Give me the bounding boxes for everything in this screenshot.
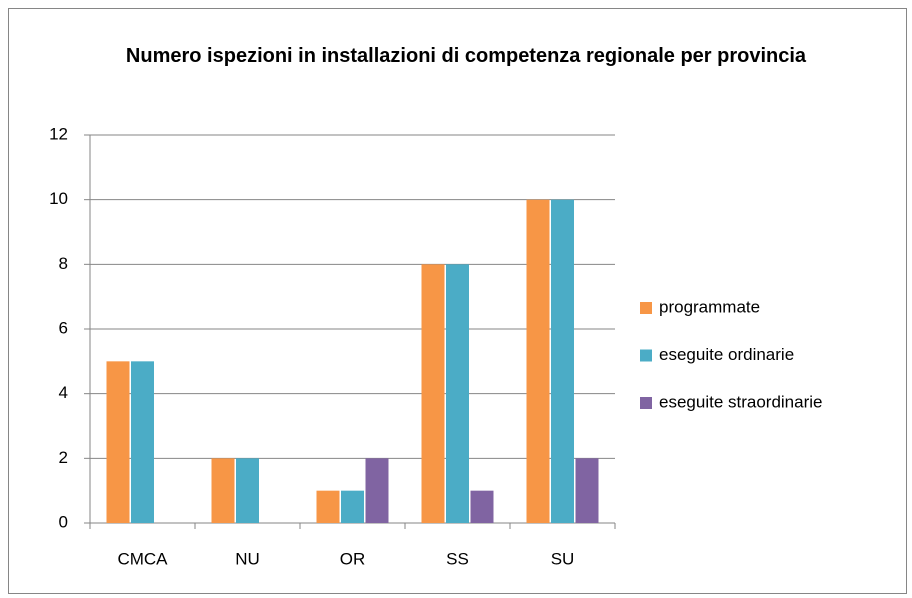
bar bbox=[365, 458, 389, 523]
bar bbox=[575, 458, 599, 523]
y-tick-label: 2 bbox=[59, 448, 68, 467]
bar bbox=[316, 490, 340, 523]
y-tick-label: 4 bbox=[59, 383, 68, 402]
x-tick-label: SS bbox=[446, 549, 469, 568]
bar bbox=[526, 199, 550, 523]
y-tick-label: 8 bbox=[59, 254, 68, 273]
y-tick-label: 10 bbox=[49, 189, 68, 208]
y-tick-label: 12 bbox=[49, 124, 68, 143]
chart-title: Numero ispezioni in installazioni di com… bbox=[125, 45, 807, 67]
bar bbox=[341, 490, 364, 523]
x-tick-label: NU bbox=[235, 549, 260, 568]
x-tick-label: CMCA bbox=[117, 549, 168, 568]
bar bbox=[236, 458, 259, 523]
bar bbox=[211, 458, 235, 523]
legend-swatch bbox=[640, 302, 652, 314]
legend-label: eseguite straordinarie bbox=[659, 392, 822, 411]
legend-label: programmate bbox=[659, 297, 760, 316]
bar bbox=[106, 361, 130, 523]
x-tick-label: SU bbox=[551, 549, 575, 568]
legend-swatch bbox=[640, 397, 652, 409]
bar bbox=[446, 264, 469, 523]
legend-swatch bbox=[640, 349, 652, 362]
bar bbox=[131, 361, 154, 523]
y-tick-label: 6 bbox=[59, 318, 68, 337]
x-tick-label: OR bbox=[340, 549, 366, 568]
y-tick-label: 0 bbox=[59, 512, 68, 531]
bar bbox=[470, 490, 494, 523]
bar bbox=[551, 199, 574, 523]
bar bbox=[421, 264, 445, 523]
legend-label: eseguite ordinarie bbox=[659, 345, 794, 364]
